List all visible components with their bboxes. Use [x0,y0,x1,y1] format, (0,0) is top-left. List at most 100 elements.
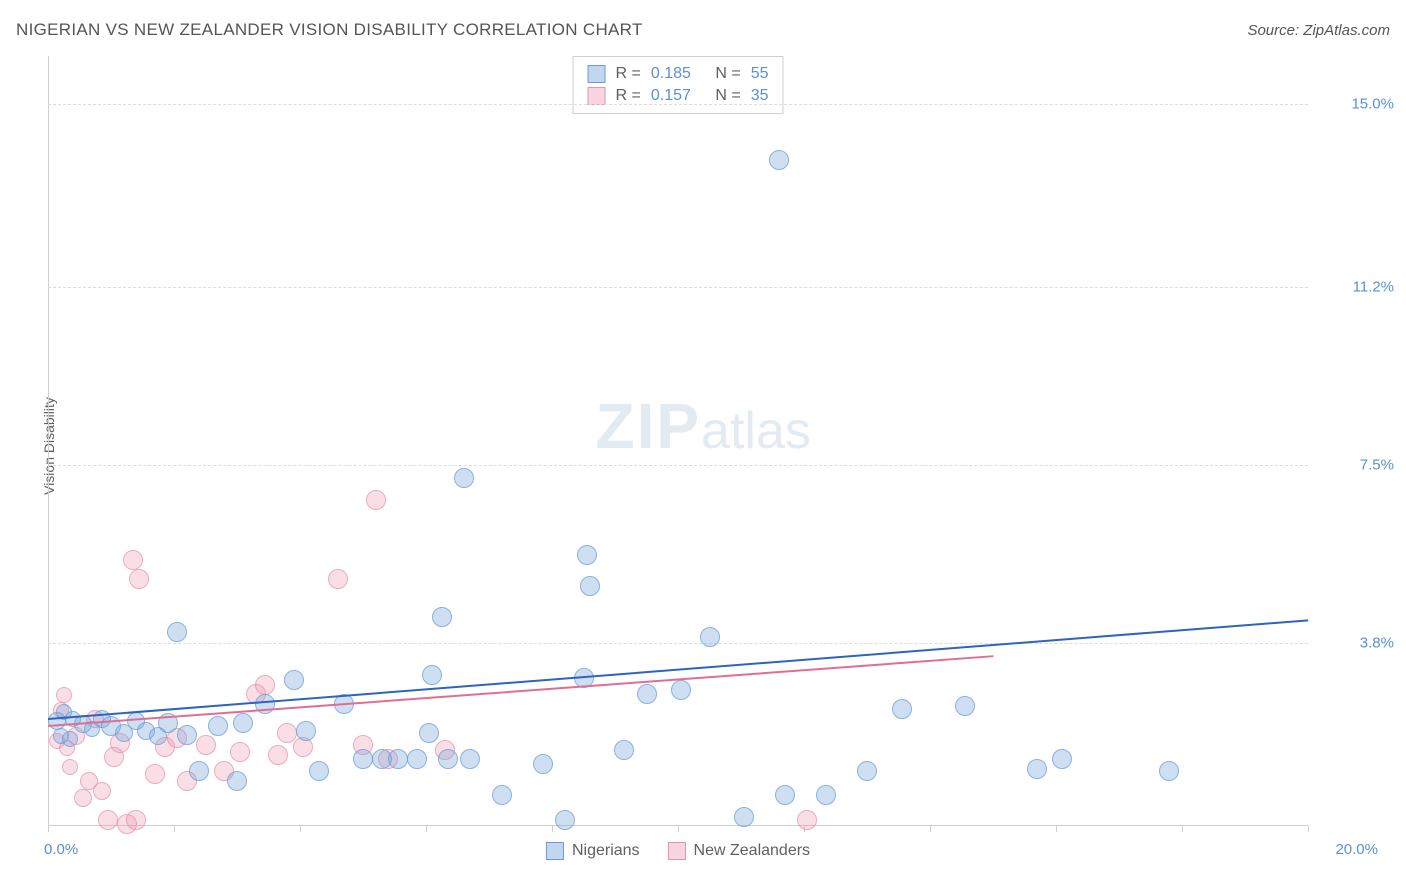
point-a [167,622,187,642]
series-a-name: Nigerians [572,842,640,860]
point-a [438,749,458,769]
point-a [460,749,480,769]
legend-item-a: Nigerians [546,842,640,860]
r-label: R = [616,87,641,105]
point-a [555,810,575,830]
point-a [454,468,474,488]
point-b [74,789,92,807]
x-tick [930,826,931,832]
point-b [328,569,348,589]
point-a [227,771,247,791]
point-b [293,737,313,757]
y-axis-line [48,56,49,826]
point-b [93,782,111,800]
watermark-zip: ZIP [595,390,701,462]
x-tick [552,826,553,832]
trendline-b [48,655,993,727]
point-a [533,754,553,774]
point-a [1159,761,1179,781]
watermark: ZIPatlas [595,389,810,463]
source-label: Source: ZipAtlas.com [1247,22,1390,39]
r-value-a: 0.185 [651,65,691,83]
point-b [230,742,250,762]
n-label: N = [715,65,740,83]
x-tick [48,826,49,832]
point-a [407,749,427,769]
y-tick-label: 3.8% [1314,635,1394,652]
series-b-name: New Zealanders [694,842,811,860]
point-b [797,810,817,830]
n-value-a: 55 [751,65,769,83]
gridline [48,643,1308,644]
x-max-label: 20.0% [1335,841,1378,858]
point-a [892,699,912,719]
point-a [955,696,975,716]
correlation-legend: R = 0.185 N = 55 R = 0.157 N = 35 [573,56,784,114]
point-a [769,150,789,170]
point-a [775,785,795,805]
point-a [62,731,78,747]
point-a [177,725,197,745]
point-a [734,807,754,827]
x-tick [1308,826,1309,832]
point-b [98,810,118,830]
x-tick [426,826,427,832]
point-a [309,761,329,781]
point-a [296,721,316,741]
n-value-b: 35 [751,87,769,105]
point-a [353,749,373,769]
trendline-a [48,619,1308,720]
n-label: N = [715,87,740,105]
point-b [196,735,216,755]
point-a [671,680,691,700]
point-a [432,607,452,627]
point-b [56,687,72,703]
swatch-a-icon [588,65,606,83]
swatch-b-icon [588,87,606,105]
point-b [145,764,165,784]
gridline [48,465,1308,466]
point-b [123,550,143,570]
point-b [255,675,275,695]
series-legend: Nigerians New Zealanders [546,842,810,860]
point-a [580,576,600,596]
swatch-a-icon [546,842,564,860]
y-tick-label: 7.5% [1314,457,1394,474]
x-tick [1056,826,1057,832]
point-b [62,759,78,775]
y-tick-label: 11.2% [1314,279,1394,296]
chart-title: NIGERIAN VS NEW ZEALANDER VISION DISABIL… [16,20,643,40]
point-a [284,670,304,690]
legend-row-a: R = 0.185 N = 55 [588,63,769,85]
point-a [208,716,228,736]
point-b [366,490,386,510]
x-tick [678,826,679,832]
point-a [637,684,657,704]
point-a [1052,749,1072,769]
point-b [126,810,146,830]
point-a [492,785,512,805]
point-a [700,627,720,647]
point-a [857,761,877,781]
x-tick [1182,826,1183,832]
point-a [419,723,439,743]
r-value-b: 0.157 [651,87,691,105]
point-a [189,761,209,781]
point-a [577,545,597,565]
point-b [277,723,297,743]
point-a [388,749,408,769]
y-tick-label: 15.0% [1314,96,1394,113]
watermark-atlas: atlas [701,402,811,460]
x-tick [174,826,175,832]
point-b [129,569,149,589]
x-min-label: 0.0% [44,841,78,858]
scatter-plot: ZIPatlas 0.0% 20.0% R = 0.185 N = 55 R =… [48,56,1308,826]
legend-item-b: New Zealanders [668,842,811,860]
point-b [268,745,288,765]
point-a [816,785,836,805]
point-a [1027,759,1047,779]
point-a [614,740,634,760]
point-a [422,665,442,685]
gridline [48,287,1308,288]
r-label: R = [616,65,641,83]
